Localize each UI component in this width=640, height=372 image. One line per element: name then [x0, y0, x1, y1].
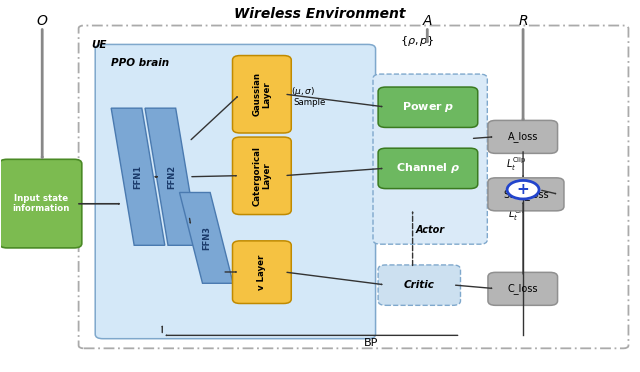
- FancyBboxPatch shape: [378, 265, 461, 305]
- FancyBboxPatch shape: [488, 272, 557, 305]
- Polygon shape: [111, 108, 165, 245]
- Polygon shape: [145, 108, 198, 245]
- FancyBboxPatch shape: [232, 241, 291, 304]
- FancyBboxPatch shape: [373, 74, 487, 244]
- FancyBboxPatch shape: [378, 87, 477, 128]
- Text: O: O: [36, 14, 47, 28]
- Text: $(\mu,\sigma)$: $(\mu,\sigma)$: [291, 85, 316, 98]
- FancyBboxPatch shape: [0, 159, 82, 248]
- Text: v Layer: v Layer: [257, 254, 266, 290]
- Text: A: A: [422, 14, 432, 28]
- Text: Power $\bfit{p}$: Power $\bfit{p}$: [402, 100, 454, 114]
- Polygon shape: [179, 192, 233, 283]
- Text: Catergorical
Layer: Catergorical Layer: [252, 146, 271, 206]
- Text: Wireless Environment: Wireless Environment: [234, 7, 406, 21]
- Text: Channel $\bfit{\rho}$: Channel $\bfit{\rho}$: [396, 161, 460, 175]
- FancyBboxPatch shape: [488, 178, 564, 211]
- FancyBboxPatch shape: [232, 55, 291, 133]
- Text: C_loss: C_loss: [508, 283, 538, 294]
- Text: Sum_loss: Sum_loss: [503, 189, 548, 200]
- Text: $L_t^{\mathrm{Clip}}$: $L_t^{\mathrm{Clip}}$: [506, 155, 527, 173]
- Text: A_loss: A_loss: [508, 131, 538, 142]
- Text: R: R: [518, 14, 528, 28]
- Text: PPO brain: PPO brain: [111, 58, 170, 68]
- FancyBboxPatch shape: [232, 137, 291, 215]
- FancyBboxPatch shape: [488, 121, 557, 153]
- Text: $L_t^{\mathrm{CR}}$: $L_t^{\mathrm{CR}}$: [508, 206, 525, 222]
- Text: Input state
information: Input state information: [12, 194, 69, 213]
- FancyBboxPatch shape: [95, 44, 376, 339]
- Text: Critic: Critic: [404, 280, 435, 290]
- Text: Actor: Actor: [415, 225, 444, 235]
- Text: FFN1: FFN1: [134, 165, 143, 189]
- Text: UE: UE: [92, 39, 107, 49]
- Text: FFN2: FFN2: [167, 165, 177, 189]
- Text: Sample: Sample: [293, 98, 326, 107]
- Text: Gaussian
Layer: Gaussian Layer: [252, 72, 271, 116]
- FancyBboxPatch shape: [378, 148, 477, 189]
- Circle shape: [507, 180, 539, 199]
- Text: FFN3: FFN3: [202, 226, 211, 250]
- Text: +: +: [516, 182, 529, 197]
- Text: $\{\rho, p\}$: $\{\rho, p\}$: [401, 35, 435, 48]
- Text: BP: BP: [364, 338, 378, 348]
